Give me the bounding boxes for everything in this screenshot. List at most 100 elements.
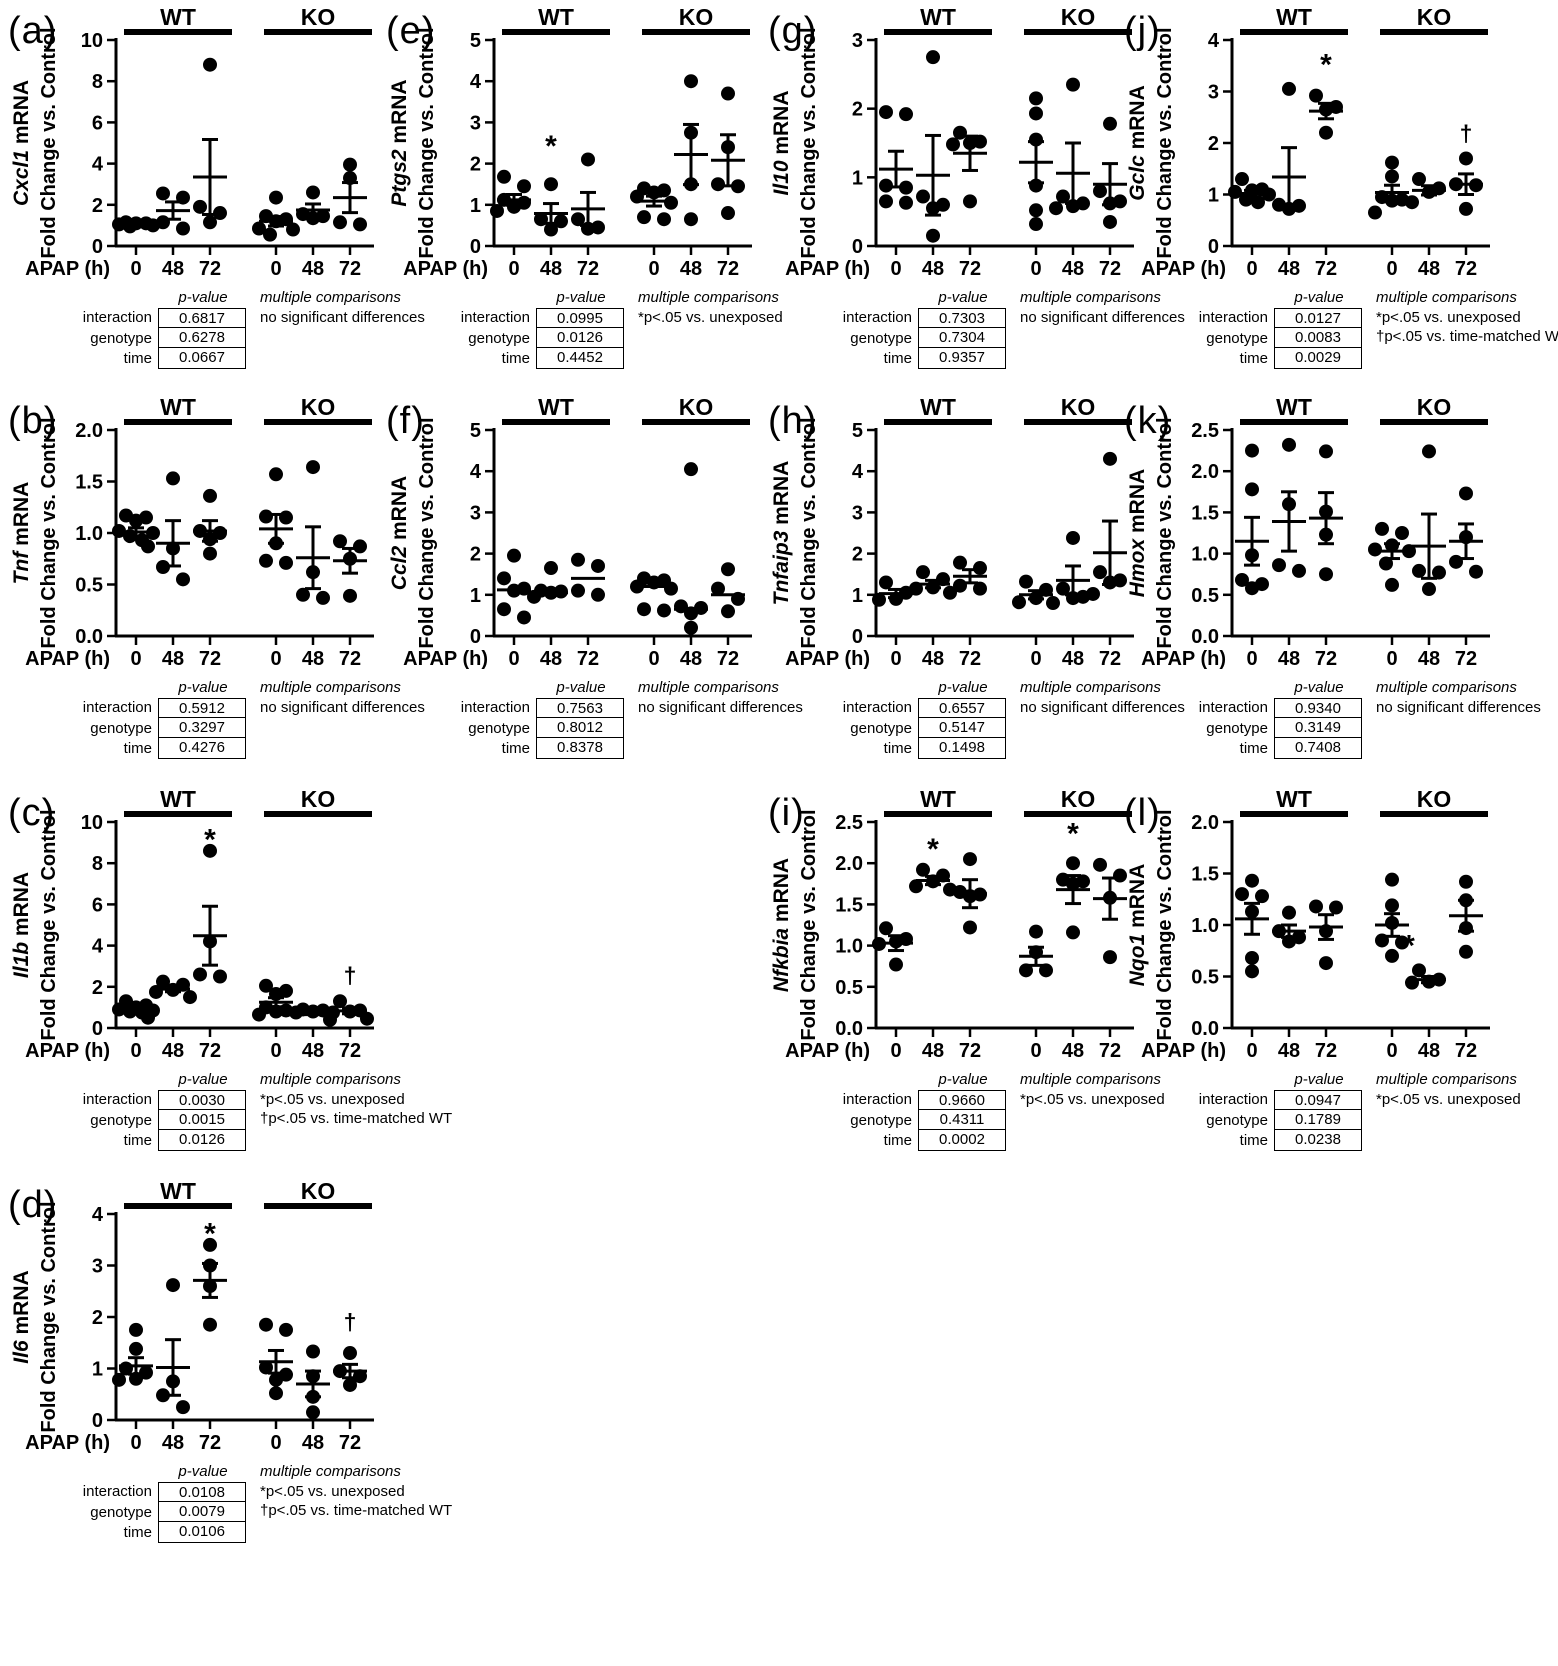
data-point (879, 194, 893, 209)
panel-letter-g: (g) (768, 10, 818, 52)
x-tick-label: 0 (1030, 258, 1041, 280)
pvalue-row: interaction 0.7563 (446, 697, 626, 719)
y-tick-label: 5 (852, 420, 863, 442)
data-point (1086, 586, 1100, 601)
data-point (889, 957, 903, 972)
x-tick-label: 48 (302, 648, 324, 670)
data-point (259, 1360, 273, 1375)
y-tick-label: 4 (470, 461, 482, 483)
data-point (909, 879, 923, 894)
pvalue-table: p-value interaction 0.0995 genotype 0.0126 ti… (446, 288, 626, 369)
data-point (507, 548, 521, 563)
y-tick-label: 4 (92, 936, 104, 958)
pvalue-table: p-value interaction 0.0108 genotype 0.0079 ti… (68, 1462, 248, 1543)
pvalue-value: 0.0995 (536, 307, 624, 329)
x-axis-label: APAP (h) (403, 648, 488, 670)
mrna-suffix: mRNA (388, 79, 411, 149)
comparisons-line: no significant differences (638, 698, 803, 716)
pvalue-row-label: interaction (842, 698, 912, 716)
mrna-suffix: mRNA (770, 90, 793, 160)
data-point (203, 215, 217, 230)
data-point (517, 610, 531, 625)
data-point (129, 1341, 143, 1356)
pvalue-value: 0.6557 (918, 697, 1006, 719)
data-point (664, 581, 678, 596)
data-point (963, 194, 977, 209)
y-axis-label-fold: Fold Change vs. Control (1154, 417, 1176, 648)
group-label: WT (920, 4, 956, 30)
panel-letter-c: (c) (8, 792, 56, 834)
pvalue-row-label: interaction (460, 698, 530, 716)
data-point (591, 587, 605, 602)
y-axis-label-fold: Fold Change vs. Control (798, 809, 820, 1040)
pvalue-row: time 0.0029 (1184, 347, 1364, 369)
chart-h: WT KO 0 1 2 3 4 5 Tnfaip3 mRNA Fold Change vs. Co… (770, 394, 1134, 670)
pvalue-value: 0.9357 (918, 347, 1006, 369)
data-point (193, 199, 207, 214)
data-point (252, 1007, 266, 1022)
data-point (353, 1369, 367, 1384)
data-point (156, 186, 170, 201)
x-tick-label: 0 (270, 258, 281, 280)
mrna-suffix: mRNA (10, 1270, 33, 1340)
data-point (1029, 217, 1043, 232)
pvalue-row: genotype 0.1789 (1184, 1109, 1364, 1131)
y-tick-label: 8 (92, 71, 103, 93)
x-tick-label: 72 (199, 1040, 221, 1062)
data-point (1103, 214, 1117, 229)
pvalue-header: p-value (178, 1463, 228, 1480)
y-axis-label-fold: Fold Change vs. Control (38, 1201, 60, 1432)
pvalue-table: p-value interaction 0.9660 genotype 0.4311 ti… (828, 1070, 1008, 1151)
data-point (1245, 873, 1259, 888)
x-axis-label: APAP (h) (403, 258, 488, 280)
y-axis-label-gene: Il1b mRNA (10, 872, 33, 978)
gene-name: Tnfaip3 (770, 530, 793, 605)
stats-c: p-value interaction 0.0030 genotype 0.0015 ti… (68, 1070, 452, 1151)
data-point (203, 57, 217, 72)
x-tick-label: 72 (717, 648, 739, 670)
x-tick-label: 48 (1278, 258, 1300, 280)
x-tick-label: 48 (540, 648, 562, 670)
y-tick-label: 6 (92, 112, 103, 134)
data-point (517, 179, 531, 194)
data-point (1385, 872, 1399, 887)
data-point (269, 467, 283, 482)
pvalue-value: 0.9660 (918, 1089, 1006, 1111)
pvalue-row: time 0.0106 (68, 1521, 248, 1543)
x-tick-label: 0 (1246, 258, 1257, 280)
data-point (1056, 581, 1070, 596)
data-point (721, 206, 735, 221)
data-point (1459, 486, 1473, 501)
pvalue-header: p-value (938, 1071, 988, 1088)
pvalue-row-label: time (123, 1131, 152, 1149)
group-label: WT (920, 394, 956, 420)
data-point (279, 1322, 293, 1337)
data-point (306, 185, 320, 200)
data-point (343, 1346, 357, 1361)
comparisons-block: multiple comparisons *p<.05 vs. unexposed… (260, 1070, 452, 1151)
x-tick-label: 48 (1062, 1040, 1084, 1062)
data-point (1046, 596, 1060, 611)
x-tick-label: 0 (1030, 648, 1041, 670)
group-label: WT (1276, 4, 1312, 30)
pvalue-row-label: interaction (842, 1090, 912, 1108)
pvalue-value: 0.4452 (536, 347, 624, 369)
y-tick-label: 0.5 (75, 575, 103, 597)
x-tick-label: 0 (130, 1040, 141, 1062)
pvalue-row-label: interaction (1198, 698, 1268, 716)
x-tick-label: 0 (890, 648, 901, 670)
data-point (263, 227, 277, 242)
gene-name: Tnf (10, 550, 33, 585)
x-tick-label: 72 (1099, 258, 1121, 280)
y-axis-label-fold: Fold Change vs. Control (798, 417, 820, 648)
data-point (1066, 530, 1080, 545)
data-point (953, 555, 967, 570)
y-tick-label: 1 (92, 1359, 103, 1381)
data-point (963, 920, 977, 935)
data-point (259, 509, 273, 524)
significance-symbol: * (1403, 929, 1415, 962)
x-tick-label: 0 (130, 258, 141, 280)
chart-c: WT KO 0 2 4 6 8 10 Il1b mRNA Fold Change vs. Cont… (10, 786, 374, 1062)
x-tick-label: 0 (508, 648, 519, 670)
